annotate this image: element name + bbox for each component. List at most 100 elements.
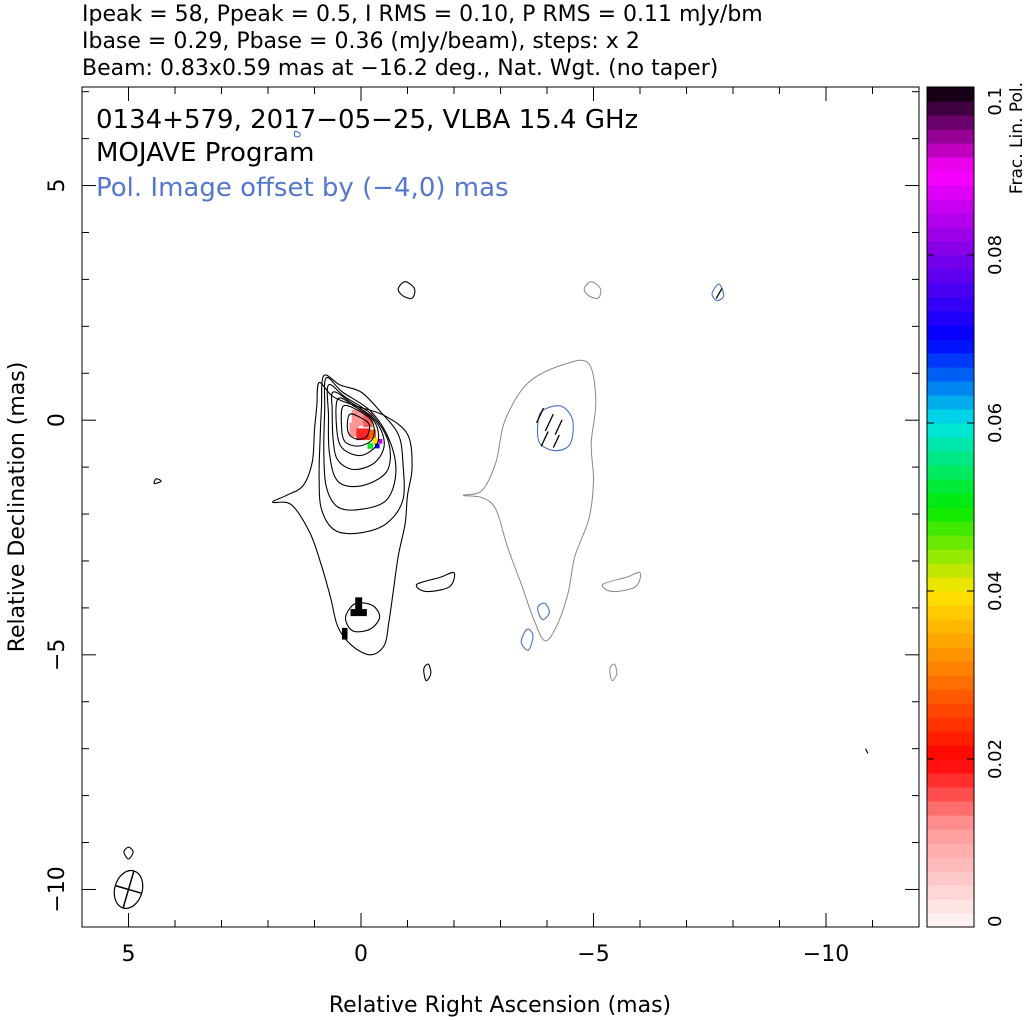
colorbar-swatch [927,661,974,676]
colorbar-swatch [927,563,974,578]
colorbar-swatch [927,885,974,900]
colorbar-swatch [927,255,974,270]
frac-pol-pixel [355,597,363,614]
colorbar-tick-label: 0.02 [985,739,1006,779]
colorbar-swatch [927,773,974,788]
frac-pol-pixel [363,413,373,428]
polarization-contour [520,628,534,651]
x-tick-label: −10 [803,942,849,967]
offset-annotation: Pol. Image offset by (−4,0) mas [96,173,509,203]
frac-pol-pixel [378,438,383,444]
colorbar-swatch [927,605,974,620]
colorbar-tick-label: 0.1 [985,87,1006,116]
colorbar-swatch [927,913,974,928]
colorbar-swatch [927,843,974,858]
intensity-contour [346,413,371,440]
colorbar-swatch [927,899,974,914]
intensity-contour [865,748,869,754]
polarization-contour [711,283,725,302]
colorbar-swatch [927,101,974,116]
offset-image-contour [462,359,597,642]
colorbar-swatch [927,409,974,424]
colorbar-swatch [927,521,974,536]
colorbar-tick-label: 0.04 [985,571,1006,611]
offset-image-contour [583,281,602,300]
colorbar-swatch [927,675,974,690]
x-tick-label: 5 [122,942,136,967]
y-tick-label: 0 [45,413,70,427]
colorbar-swatch [927,745,974,760]
colorbar-swatch [927,815,974,830]
colorbar-swatch [927,157,974,172]
colorbar-swatch [927,717,974,732]
frac-pol-pixel [351,409,366,427]
x-tick-label: 0 [354,942,368,967]
plot-panel [82,87,919,927]
intensity-contour [272,382,413,656]
colorbar: 0 0.02 0.04 0.06 0.08 0.1 [927,86,1006,928]
feature-layer [113,288,723,909]
header-line-1: Ipeak = 58, Ppeak = 0.5, I RMS = 0.10, P… [82,2,763,27]
colorbar-swatch [927,549,974,564]
colorbar-tick-label: 0.06 [985,403,1006,443]
colorbar-tick-label: 0.08 [985,235,1006,275]
colorbar-swatch [927,507,974,522]
intensity-contour [344,602,381,633]
intensity-contour [335,397,380,457]
intensity-contour [323,376,397,511]
colorbar-swatch [927,703,974,718]
intensity-contour [123,846,134,860]
x-axis-label: Relative Right Ascension (mas) [329,993,671,1018]
intensity-contour [153,478,162,485]
colorbar-swatch [927,129,974,144]
colorbar-swatch [927,241,974,256]
colorbar-swatch [927,871,974,886]
colorbar-swatch [927,801,974,816]
evpa-vector [554,419,563,435]
evpa-vector [540,431,549,447]
frac-pol-pixel [372,437,378,445]
colorbar-swatch [927,269,974,284]
colorbar-swatch [927,213,974,228]
offset-image-contour [609,663,618,682]
colorbar-swatch [927,535,974,550]
colorbar-swatch [927,829,974,844]
intensity-contour [318,374,405,535]
y-tick-label: −10 [45,866,70,912]
colorbar-swatch [927,731,974,746]
y-tick-label: 5 [45,179,70,193]
axis-ticks: 5 0 −5 −10 5 0 −5 −10 [45,87,919,967]
intensity-contour [326,383,391,488]
colorbar-swatch [927,689,974,704]
colorbar-frame [926,86,975,928]
colorbar-swatch [927,311,974,326]
intensity-contour [415,571,456,593]
frac-pol-pixel [341,627,348,640]
colorbar-swatch [927,353,974,368]
colorbar-swatch [927,591,974,606]
colorbar-swatch [927,395,974,410]
x-tick-label: −5 [577,942,609,967]
colorbar-swatch [927,143,974,158]
chart-subtitle: MOJAVE Program [96,138,314,168]
colorbar-swatch [927,647,974,662]
frac-pol-layer [341,409,383,640]
frac-pol-pixel [369,429,377,439]
y-tick-label: −5 [45,639,70,671]
header-line-3: Beam: 0.83x0.59 mas at −16.2 deg., Nat. … [82,56,719,81]
chart-title: 0134+579, 2017−05−25, VLBA 15.4 GHz [96,105,638,135]
frac-pol-pixel [374,443,380,449]
y-axis-label: Relative Declination (mas) [5,362,30,653]
evpa-vector [552,434,560,448]
colorbar-swatch [927,577,974,592]
colorbar-swatch [927,325,974,340]
frac-pol-pixel [356,428,371,441]
colorbar-swatch [927,787,974,802]
colorbar-swatch [927,451,974,466]
colorbar-tick-label: 0 [985,916,1006,927]
frac-pol-pixel [367,443,374,449]
colorbar-swatch [927,633,974,648]
intensity-contour [423,663,432,682]
polarization-contour [293,130,301,138]
